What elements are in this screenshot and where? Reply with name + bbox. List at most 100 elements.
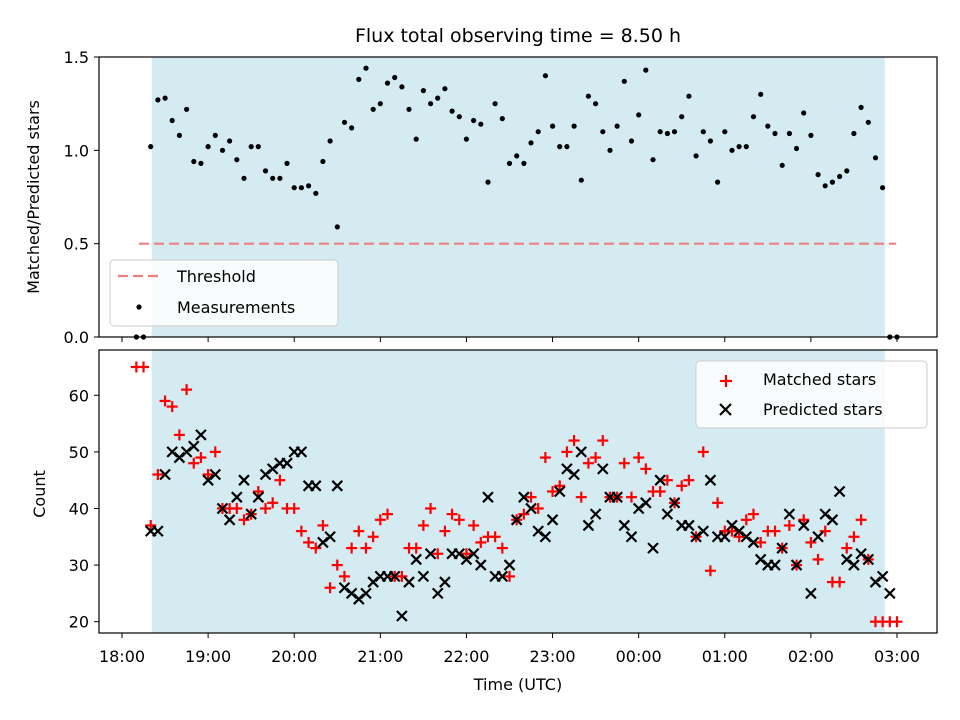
- matched-star-marker: [496, 542, 508, 554]
- top-y-tick-label: 1.0: [64, 141, 89, 160]
- measurement-point: [865, 119, 871, 125]
- measurement-point: [621, 78, 627, 84]
- matched-star-marker: [374, 514, 386, 526]
- predicted-star-marker: [216, 502, 229, 515]
- measurement-point: [593, 101, 599, 107]
- predicted-star-marker: [783, 508, 796, 520]
- legend-measurements-label: Measurements: [177, 298, 295, 317]
- predicted-star-marker: [388, 570, 401, 583]
- measurement-point: [485, 179, 491, 185]
- measurement-point: [793, 145, 800, 152]
- legend-predicted-swatch: [719, 403, 732, 416]
- predicted-star-marker: [518, 491, 530, 503]
- predicted-star-marker: [611, 491, 623, 503]
- matched-star-marker: [188, 457, 200, 469]
- predicted-star-marker: [747, 536, 760, 549]
- matched-star-marker: [353, 525, 365, 537]
- predicted-star-marker: [826, 514, 839, 526]
- matched-star-marker: [740, 514, 752, 526]
- measurement-point: [313, 190, 319, 196]
- top-y-axis-label: Matched/Predicted stars: [24, 100, 43, 294]
- matched-star-marker: [295, 525, 307, 537]
- predicted-star-marker: [439, 576, 451, 588]
- matched-star-marker: [173, 429, 185, 441]
- predicted-star-marker: [668, 497, 681, 509]
- measurement-point: [858, 104, 864, 110]
- measurement-point: [786, 130, 793, 137]
- matched-star-marker: [841, 542, 853, 554]
- predicted-star-marker: [697, 525, 710, 537]
- matched-star-marker: [819, 525, 831, 537]
- predicted-star-marker: [331, 480, 344, 492]
- measurement-point: [248, 144, 254, 150]
- matched-star-marker: [417, 519, 429, 531]
- matched-star-marker: [539, 452, 551, 464]
- predicted-star-marker: [776, 542, 788, 554]
- matched-star-marker: [798, 514, 810, 526]
- predicted-star-marker: [187, 440, 200, 452]
- measurement-point: [270, 175, 276, 181]
- matched-star-marker: [554, 480, 566, 492]
- matched-star-marker: [303, 536, 315, 548]
- matched-star-marker: [783, 519, 795, 531]
- measurement-point: [750, 114, 757, 120]
- predicted-star-marker: [704, 474, 717, 486]
- matched-star-marker: [439, 525, 451, 537]
- measurement-point: [707, 138, 714, 144]
- measurement-point: [528, 140, 534, 146]
- bottom-panel: 20 30 40 50 60 18:00 19:00 20:00 21:00 22:00 23:0…: [30, 349, 938, 694]
- measurement-point: [679, 114, 685, 120]
- matched-star-marker: [575, 491, 587, 503]
- measurement-point: [406, 106, 412, 112]
- measurement-point: [628, 138, 635, 144]
- matched-star-marker: [145, 519, 157, 531]
- predicted-star-marker: [647, 542, 659, 554]
- measurement-point: [262, 168, 269, 174]
- measurement-point: [384, 80, 391, 86]
- measurement-point: [542, 73, 549, 79]
- predicted-star-marker: [833, 485, 846, 498]
- predicted-star-marker: [475, 559, 487, 571]
- measurement-point: [872, 155, 879, 161]
- measurement-point: [729, 147, 735, 153]
- predicted-star-marker: [553, 485, 566, 498]
- matched-star-marker: [138, 361, 150, 373]
- matched-star-marker: [704, 565, 716, 577]
- legend-matched-label: Matched stars: [763, 370, 876, 389]
- x-tick-label: 18:00: [99, 647, 145, 666]
- measurement-point: [550, 123, 556, 129]
- bottom-legend-box: [695, 360, 928, 429]
- predicted-star-marker: [640, 497, 652, 509]
- measurement-point: [155, 97, 161, 103]
- measurement-point: [506, 160, 513, 166]
- measurement-point: [234, 157, 240, 163]
- matched-star-marker: [805, 536, 817, 548]
- matched-star-marker: [676, 480, 688, 492]
- predicted-star-marker: [575, 446, 588, 458]
- measurement-point: [829, 179, 836, 185]
- measurement-point: [758, 91, 764, 97]
- predicted-star-marker: [424, 547, 437, 560]
- measurement-point: [585, 93, 592, 99]
- bottom-y-tick-label: 50: [69, 443, 89, 462]
- measurement-point: [392, 74, 398, 81]
- measurement-point: [169, 117, 175, 124]
- matched-star-marker: [382, 508, 394, 520]
- top-panel-frame: [98, 56, 938, 338]
- measurement-point: [557, 144, 563, 150]
- matched-star-marker: [834, 576, 846, 588]
- measurement-point: [765, 123, 771, 129]
- matched-star-marker: [582, 457, 594, 469]
- x-tick-label: 01:00: [702, 647, 748, 666]
- measurement-point: [564, 144, 570, 150]
- predicted-star-marker: [539, 531, 552, 543]
- measurement-point: [600, 129, 606, 135]
- top-panel: 0.0 0.5 1.0 1.5 Matched/Predicted stars Thr…: [24, 48, 938, 347]
- measurement-point: [471, 117, 477, 124]
- bottom-y-tick-label: 40: [69, 499, 89, 518]
- predicted-star-marker: [309, 480, 322, 492]
- predicted-star-marker: [238, 474, 250, 486]
- predicted-star-marker: [467, 547, 480, 560]
- measurement-point: [334, 224, 340, 230]
